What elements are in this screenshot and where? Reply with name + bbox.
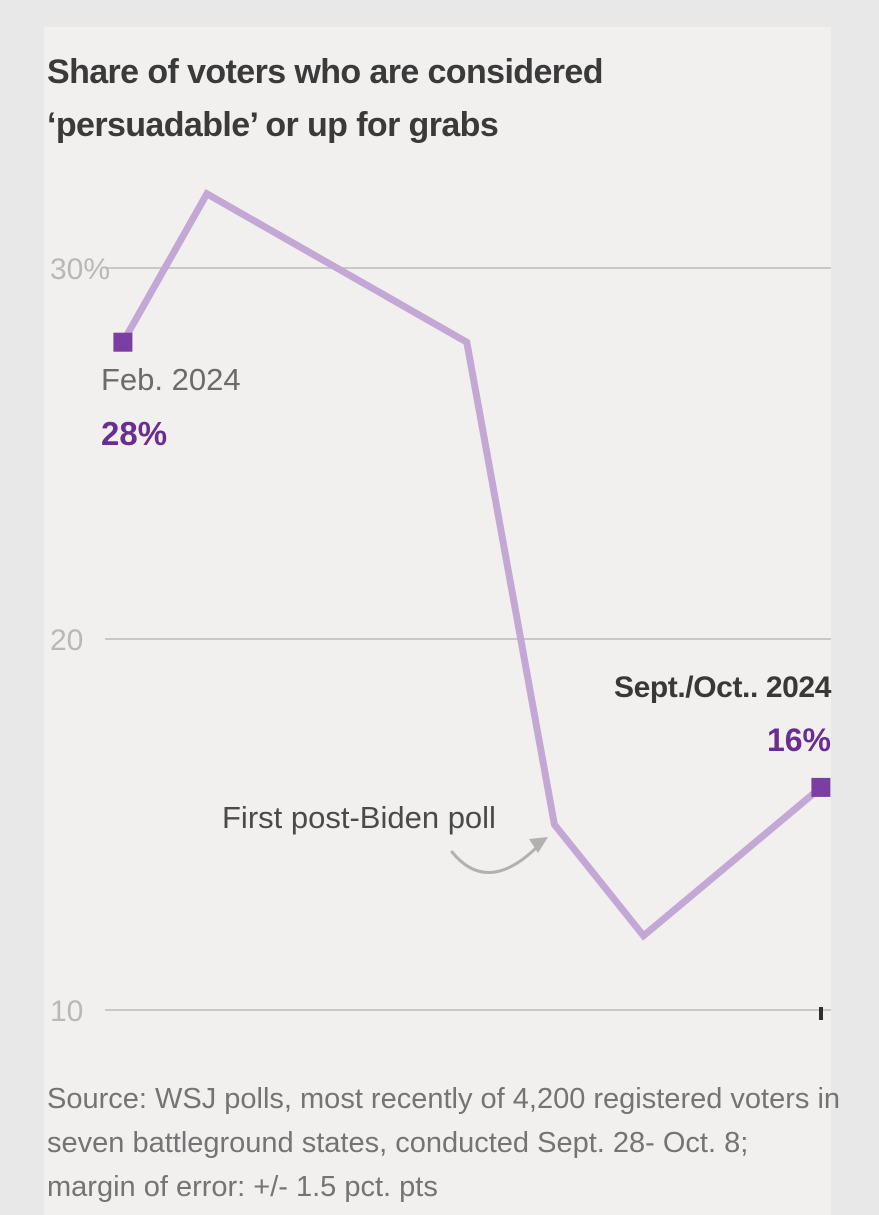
post-biden-callout-label: First post-Biden poll: [222, 800, 496, 835]
last-point-date-label: Sept./Oct.. 2024: [613, 671, 831, 704]
y-tick-label-10: 10: [50, 995, 83, 1028]
data-point-marker: [113, 332, 133, 352]
y-tick-label-30: 30%: [50, 253, 110, 286]
chart-title: Share of voters who are considered ‘pers…: [47, 53, 603, 144]
x-axis-end-tick: [819, 1007, 823, 1020]
gridlines: 30% 20 10: [50, 253, 831, 1028]
data-series: [113, 189, 831, 941]
source-note: Source: WSJ polls, most recently of 4,20…: [47, 1083, 841, 1203]
chart-card-background: [44, 27, 831, 1215]
data-line: [119, 189, 824, 941]
curved-arrow-icon: [450, 846, 538, 874]
arrowhead-icon: [529, 837, 548, 853]
data-point-marker: [811, 777, 831, 797]
first-point-value-label: 28%: [101, 415, 168, 452]
first-point-date-label: Feb. 2024: [101, 362, 241, 397]
last-point-value-label: 16%: [766, 722, 831, 758]
y-tick-label-20: 20: [50, 624, 83, 657]
